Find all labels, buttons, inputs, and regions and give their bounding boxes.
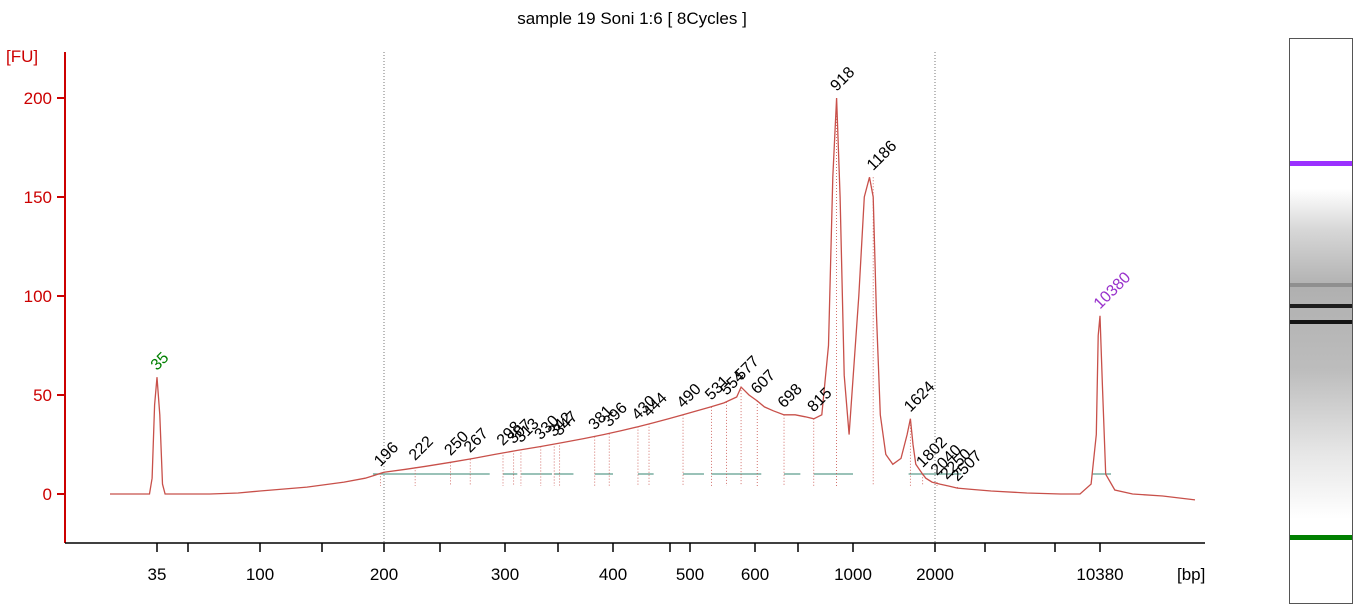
x-tick-label: 400 bbox=[599, 565, 627, 584]
x-tick-label: 500 bbox=[676, 565, 704, 584]
gel-band bbox=[1290, 535, 1352, 540]
y-tick-label: 100 bbox=[24, 287, 52, 306]
peak-label: 698 bbox=[775, 381, 806, 412]
peak-label: 1186 bbox=[864, 138, 900, 174]
peak-label: 1624 bbox=[901, 378, 938, 415]
peak-label: 918 bbox=[827, 64, 858, 95]
y-ticks: 0 50 100 150 200 bbox=[24, 89, 65, 504]
peak-label: 267 bbox=[461, 425, 492, 456]
x-tick-label: 200 bbox=[370, 565, 398, 584]
x-tick-label: 35 bbox=[148, 565, 167, 584]
y-tick-label: 50 bbox=[33, 386, 52, 405]
x-ticks: 35 100 200 300 400 500 600 1000 2000 10380 bbox=[148, 543, 1124, 584]
x-tick-label: 10380 bbox=[1076, 565, 1123, 584]
x-tick-label: 2000 bbox=[916, 565, 954, 584]
peak-label: 196 bbox=[371, 439, 402, 470]
trace-line bbox=[110, 97, 1196, 501]
x-tick-label: 600 bbox=[741, 565, 769, 584]
y-tick-label: 150 bbox=[24, 188, 52, 207]
peak-label: 35 bbox=[148, 349, 173, 374]
gel-band bbox=[1290, 303, 1352, 308]
x-tick-label: 300 bbox=[491, 565, 519, 584]
y-axis-label: [FU] bbox=[6, 47, 38, 66]
baseline-segments bbox=[372, 98, 1112, 489]
y-tick-label: 200 bbox=[24, 89, 52, 108]
trace-group bbox=[110, 97, 1196, 501]
gel-lane bbox=[1289, 38, 1353, 604]
y-tick-label: 0 bbox=[43, 485, 52, 504]
peak-label: 222 bbox=[406, 433, 437, 464]
gel-band bbox=[1290, 282, 1352, 287]
peak-label: 490 bbox=[674, 381, 705, 412]
gel-band bbox=[1290, 161, 1352, 166]
x-tick-label: 1000 bbox=[834, 565, 872, 584]
peak-label: 10380 bbox=[1091, 269, 1135, 313]
chart-title: sample 19 Soni 1:6 [ 8Cycles ] bbox=[517, 9, 747, 28]
gel-smear bbox=[1290, 189, 1352, 519]
x-tick-label: 100 bbox=[246, 565, 274, 584]
gel-band bbox=[1290, 320, 1352, 325]
x-axis-label: [bp] bbox=[1177, 565, 1205, 584]
peak-label: 815 bbox=[805, 385, 836, 416]
